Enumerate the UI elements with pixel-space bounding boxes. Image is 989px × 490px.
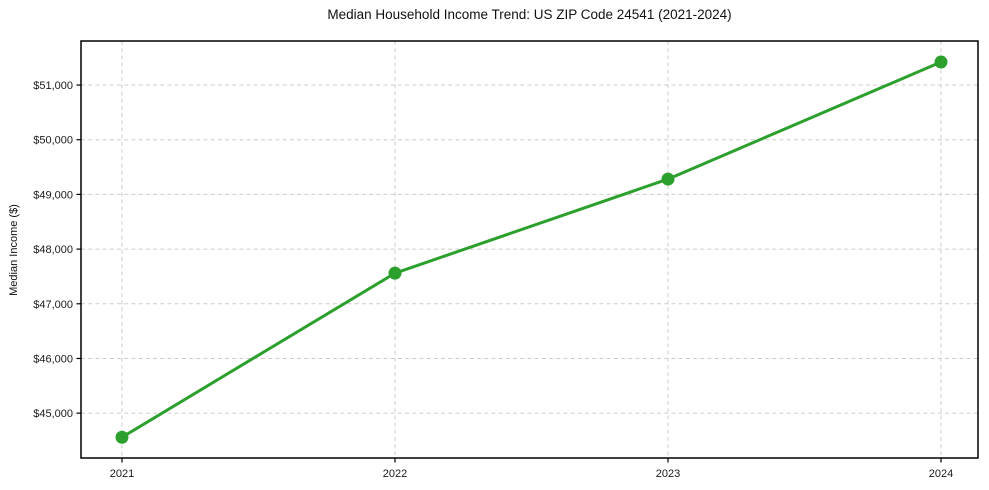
x-tick-label-0: 2021	[110, 468, 134, 480]
x-tick-label-1: 2022	[383, 468, 407, 480]
trend-line	[120, 60, 943, 439]
x-tick-label-2: 2023	[656, 468, 680, 480]
data-point-2023	[661, 172, 675, 186]
y-tick-label-6: $51,000	[33, 80, 73, 92]
data-point-2024	[934, 55, 948, 69]
y-tick-label-2: $47,000	[33, 299, 73, 311]
y-tick-label-4: $49,000	[33, 189, 73, 201]
chart-title: Median Household Income Trend: US ZIP Co…	[327, 7, 732, 22]
data-point-2021	[115, 430, 129, 444]
data-point-2022	[388, 266, 402, 280]
y-tick-label-0: $45,000	[33, 408, 73, 420]
y-tick-label-5: $50,000	[33, 135, 73, 147]
x-tick-label-3: 2024	[929, 468, 953, 480]
y-tick-label-3: $48,000	[33, 244, 73, 256]
y-tick-label-1: $46,000	[33, 353, 73, 365]
